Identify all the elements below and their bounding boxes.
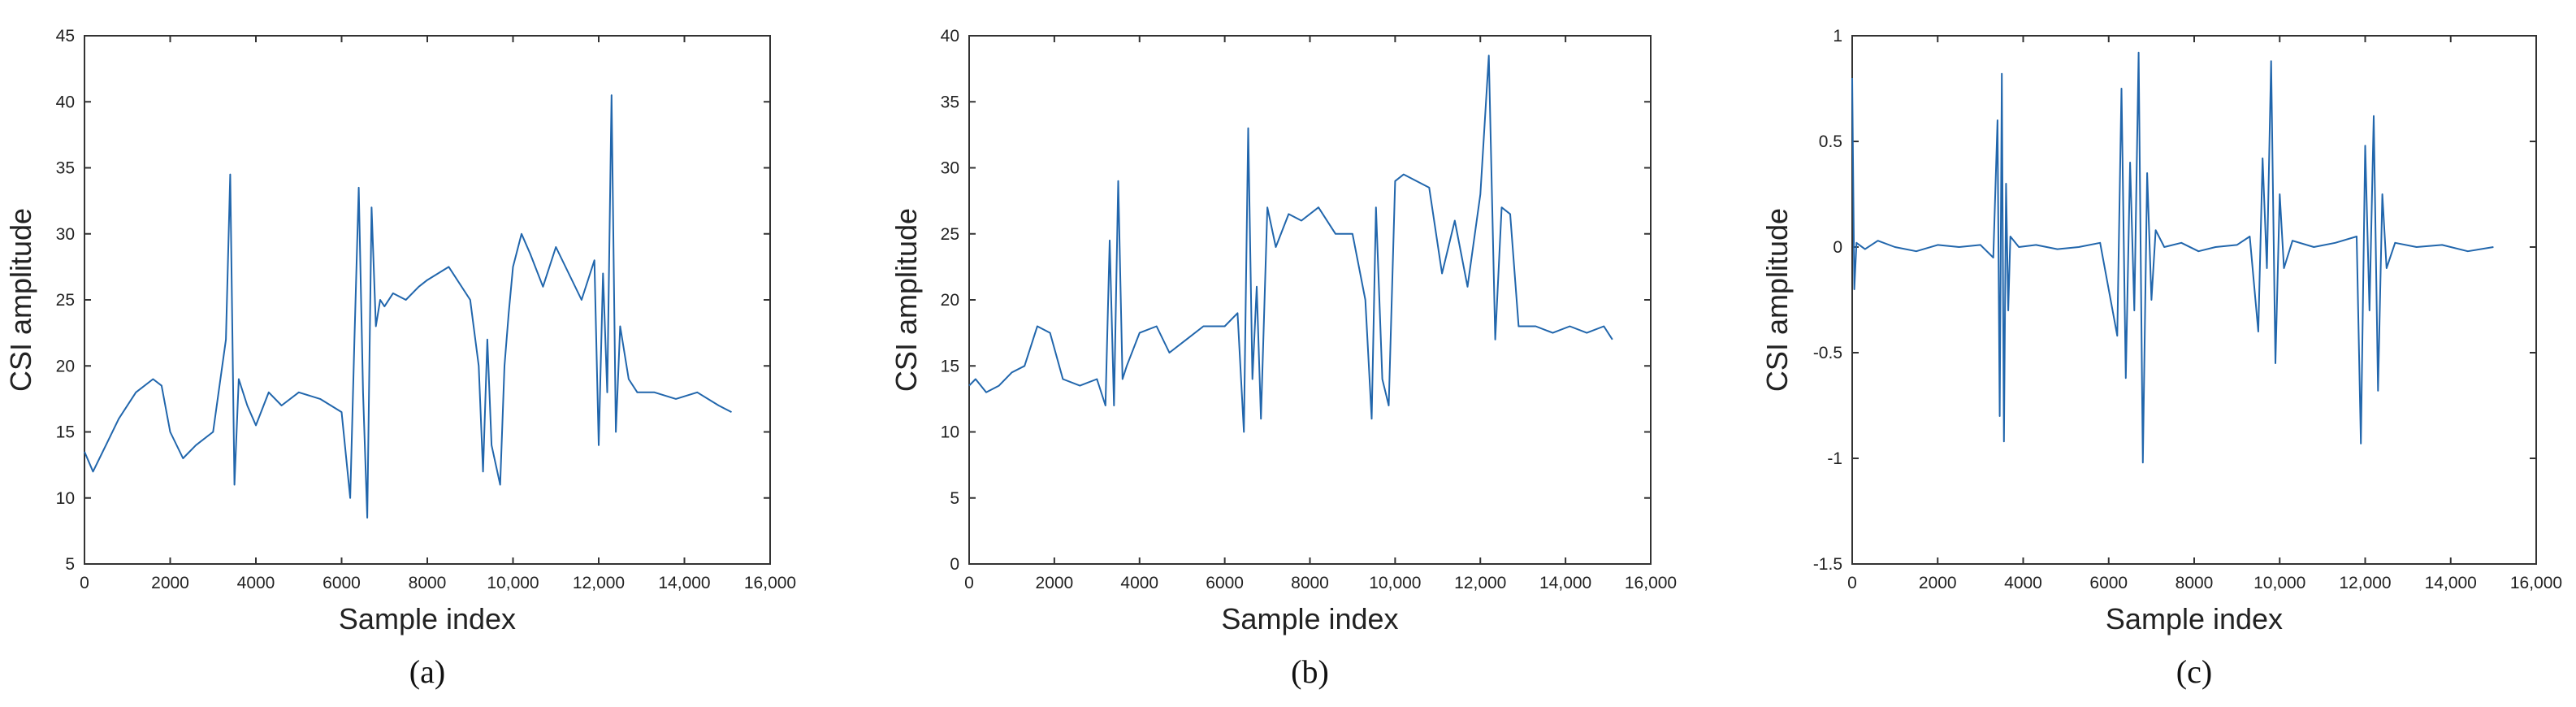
y-tick-label: 0 [1833,238,1842,257]
y-tick-label: 10 [941,423,959,442]
x-tick-label: 0 [1847,574,1857,592]
series-line [968,54,1613,433]
y-axis-label: CSI amplitude [1760,208,1794,392]
y-tick-label: 30 [941,159,959,178]
y-tick-label: 15 [941,357,959,375]
x-tick-label: 0 [964,574,974,592]
y-tick-label: 35 [56,159,75,178]
y-tick-label: 0.5 [1819,132,1842,151]
panel-caption: (b) [1291,653,1329,690]
x-tick-label: 16,000 [744,574,796,592]
y-tick-label: 40 [56,93,75,111]
plot-frame [1851,35,2537,565]
x-tick-label: 14,000 [1539,574,1591,592]
y-tick-label: 5 [950,489,959,508]
x-tick-label: 2000 [151,574,189,592]
y-tick-label: 30 [56,225,75,244]
chart-panel-b: 0 2000 4000 6000 8000 10,000 12,000 14,000 16,00… [890,27,1677,690]
x-tick-label: 12,000 [2339,574,2391,592]
x-tick-label: 6000 [323,574,361,592]
x-axis-label: Sample index [1221,602,1398,635]
chart-panel-c: 0 2000 4000 6000 8000 10,000 12,000 14,000 16,00… [1760,27,2562,690]
y-tick-label: 10 [56,489,75,508]
x-tick-label: 12,000 [573,574,625,592]
x-tick-label: 8000 [1291,574,1329,592]
x-tick-label: 10,000 [2253,574,2305,592]
x-tick-label: 4000 [2004,574,2042,592]
x-tick-label: 16,000 [2510,574,2562,592]
y-tick-label: -0.5 [1813,344,1842,362]
x-axis-label: Sample index [339,602,516,635]
y-tick-label: 15 [56,423,75,442]
y-tick-label: 25 [941,225,959,244]
panel-caption: (c) [2176,653,2212,690]
x-tick-label: 6000 [2089,574,2128,592]
y-tick-label: 25 [56,291,75,310]
y-tick-label: 0 [950,555,959,574]
y-axis-label: CSI amplitude [4,208,37,392]
series-line [84,94,732,519]
x-tick-label: 14,000 [2425,574,2477,592]
x-tick-label: 4000 [237,574,275,592]
x-tick-label: 6000 [1206,574,1244,592]
panel-caption: (a) [409,653,445,690]
y-tick-label: 20 [56,357,75,375]
x-tick-label: 0 [80,574,89,592]
plot-frame [968,35,1652,565]
y-tick-label: 20 [941,291,959,310]
x-tick-label: 10,000 [487,574,539,592]
x-axis-label: Sample index [2106,602,2283,635]
x-tick-label: 4000 [1120,574,1158,592]
y-tick-label: -1 [1827,449,1842,468]
x-tick-label: 14,000 [658,574,710,592]
y-tick-label: 45 [56,27,75,46]
series-line [1851,51,2494,464]
x-tick-label: 2000 [1036,574,1074,592]
y-tick-label: 40 [941,27,959,46]
plot-frame [84,35,771,565]
x-tick-label: 8000 [409,574,447,592]
x-tick-label: 8000 [2176,574,2214,592]
chart-panel-a: 0 2000 4000 6000 8000 10,000 12,000 14,000 16,00… [4,27,796,690]
x-tick-label: 12,000 [1454,574,1506,592]
y-tick-label: -1.5 [1813,555,1842,574]
x-tick-label: 2000 [1919,574,1957,592]
y-tick-label: 5 [65,555,75,574]
y-axis-label: CSI amplitude [890,208,923,392]
x-tick-label: 10,000 [1369,574,1421,592]
y-tick-label: 35 [941,93,959,111]
x-tick-label: 16,000 [1625,574,1677,592]
y-tick-label: 1 [1833,27,1842,46]
